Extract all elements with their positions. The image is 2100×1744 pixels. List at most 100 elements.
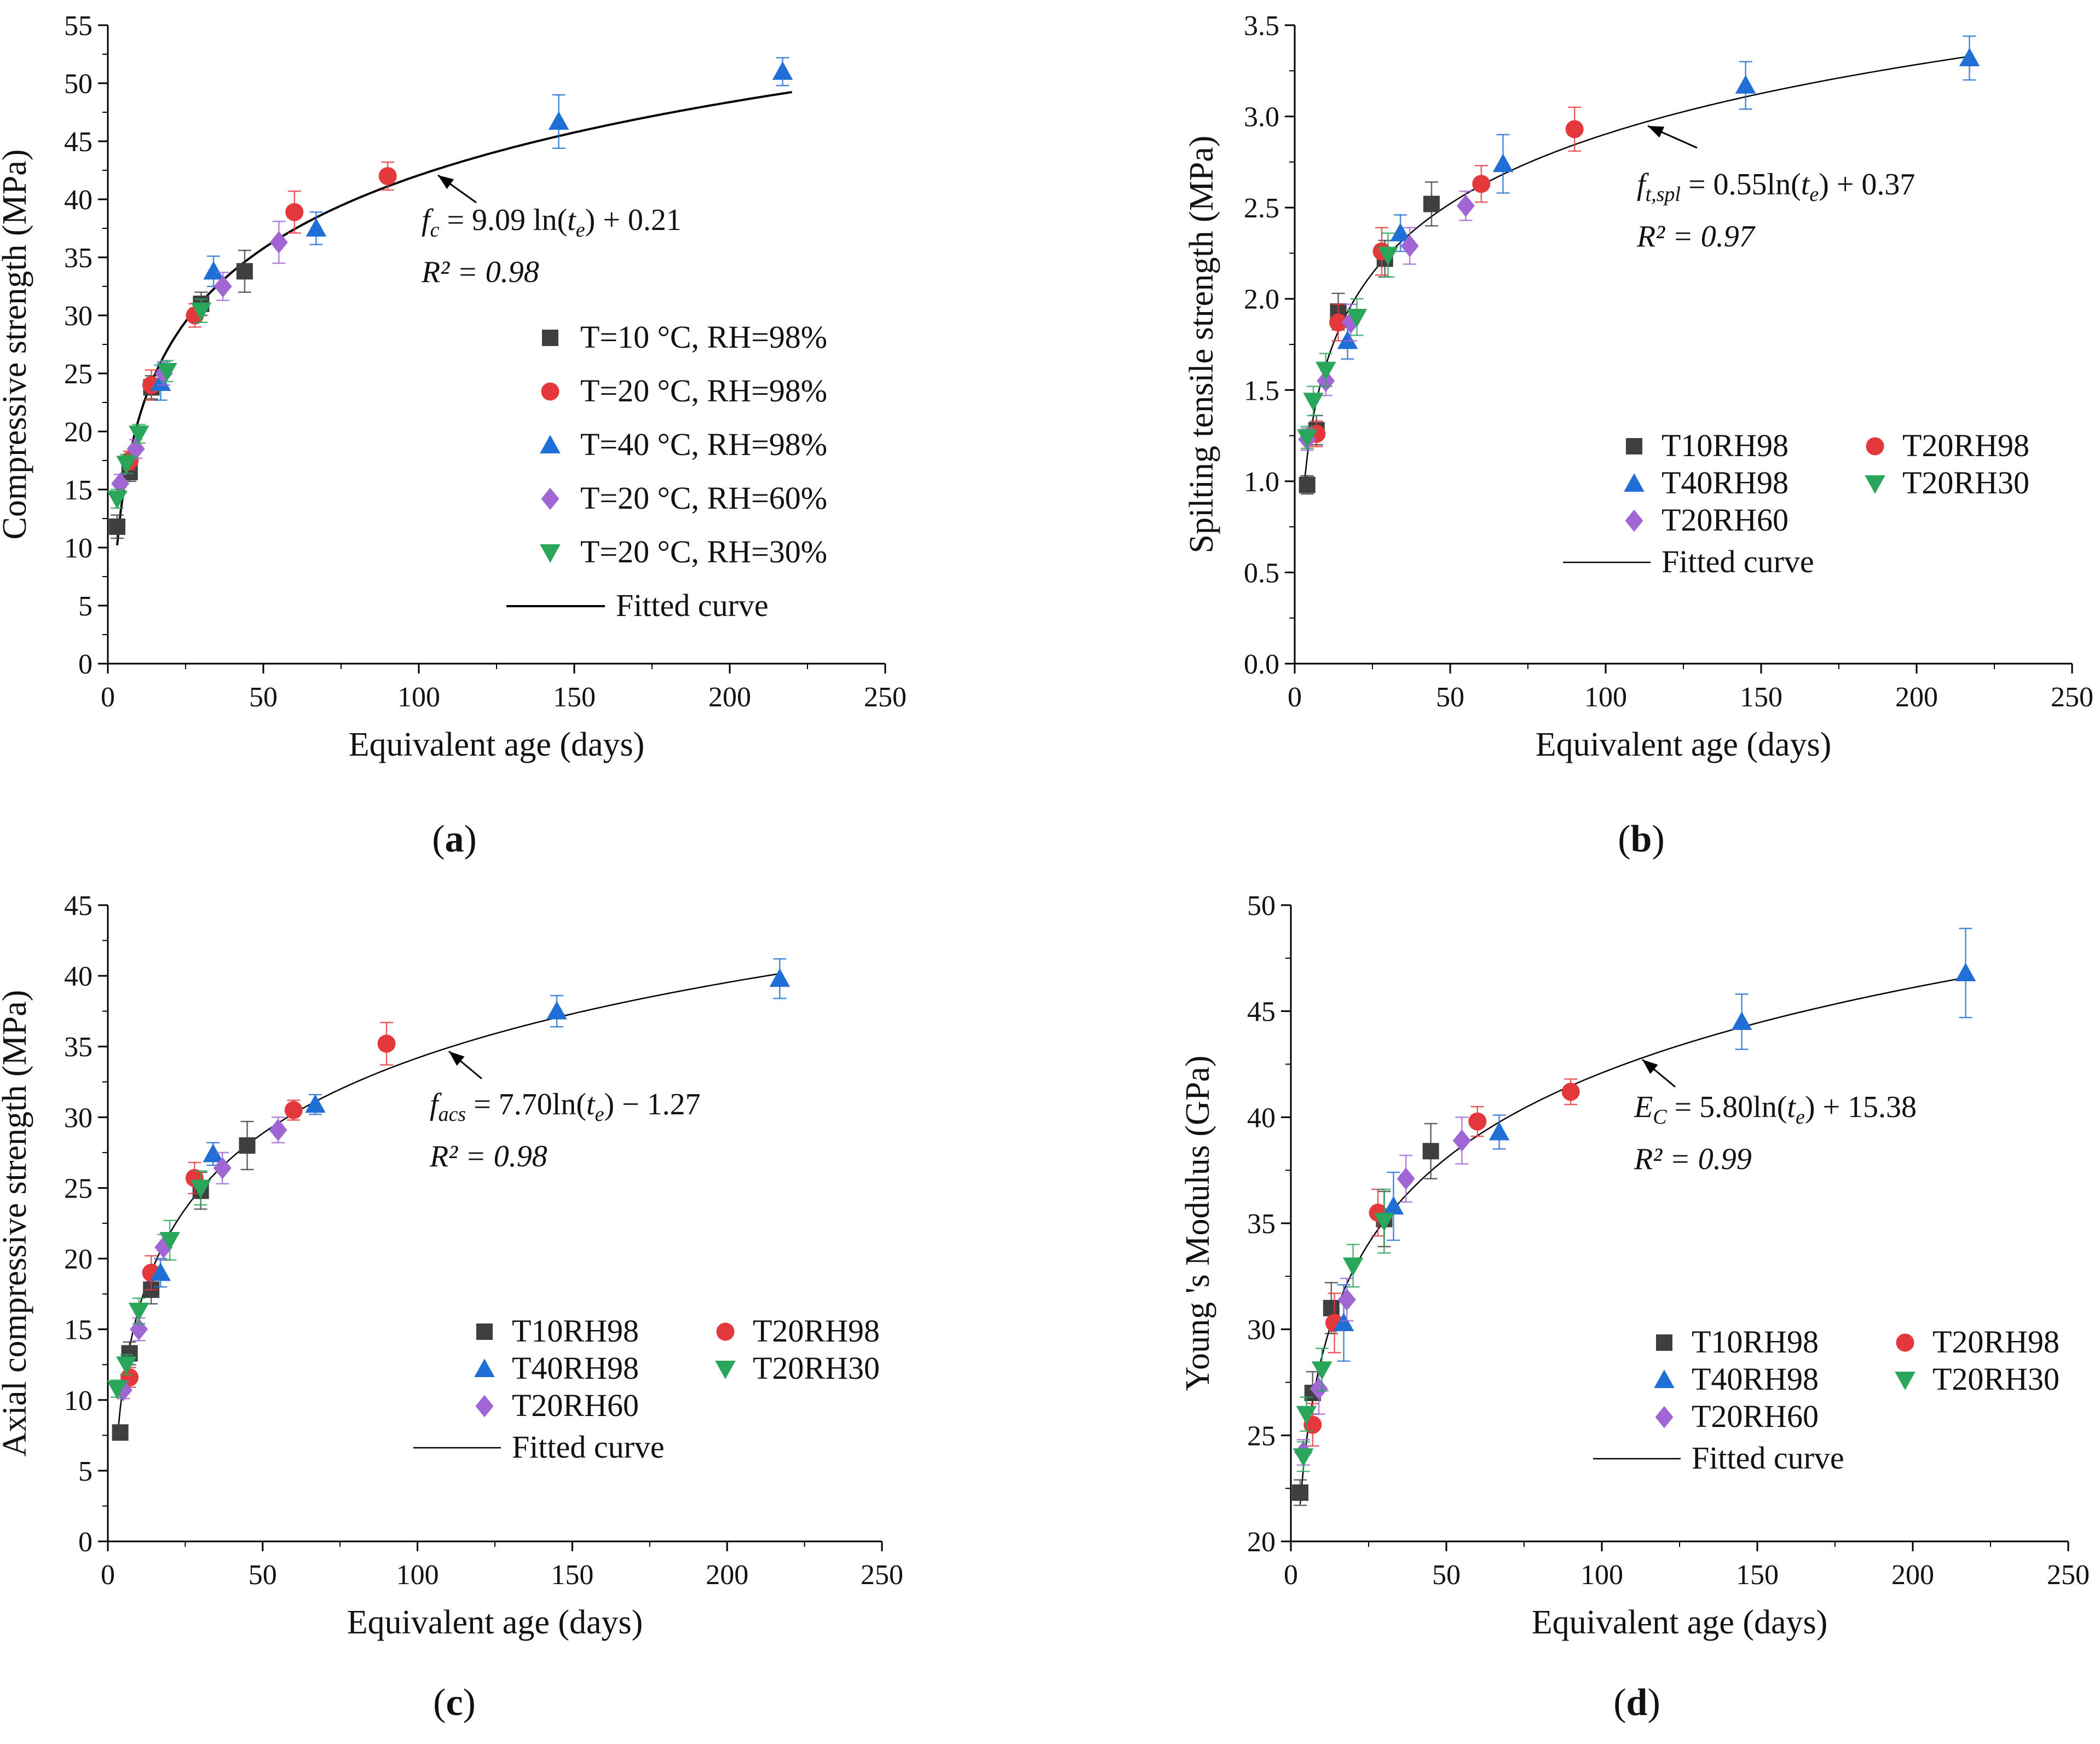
marker-triangle-down bbox=[128, 1303, 149, 1321]
data-point-T20RH30 bbox=[1346, 298, 1368, 336]
x-axis-label: Equivalent age (days) bbox=[347, 1604, 643, 1641]
marker-triangle-down bbox=[1374, 1213, 1395, 1231]
marker-diamond bbox=[269, 231, 288, 254]
legend-marker bbox=[716, 1322, 735, 1341]
x-tick-label: 0 bbox=[1288, 682, 1302, 713]
marker-triangle bbox=[1959, 48, 1980, 66]
marker-square bbox=[1423, 195, 1440, 212]
marker-triangle-down bbox=[116, 456, 137, 475]
legend-label: T=20 °C, RH=60% bbox=[580, 480, 827, 516]
fitted-curve bbox=[1299, 977, 1966, 1505]
marker-triangle bbox=[1955, 963, 1976, 981]
marker-triangle bbox=[203, 1143, 224, 1162]
data-point-T10RH98 bbox=[1422, 1123, 1439, 1179]
y-tick-label: 5 bbox=[78, 1456, 93, 1487]
data-point-T20RH30 bbox=[116, 1354, 137, 1375]
chart-panel-a: 0 50 100 150 200 250 0 5 10 15 20 25 30 35 40 45 50 55 Equ… bbox=[0, 10, 907, 860]
x-axis-label: Equivalent age (days) bbox=[1532, 1604, 1828, 1641]
legend-marker bbox=[541, 487, 559, 510]
marker-triangle-down bbox=[1346, 309, 1368, 327]
marker-triangle bbox=[769, 968, 791, 987]
data-point-T20RH98 bbox=[1472, 165, 1491, 203]
marker-square bbox=[1422, 1143, 1439, 1160]
marker-diamond bbox=[1456, 194, 1475, 217]
data-point-T20RH30 bbox=[1296, 425, 1318, 450]
data-point-T20RH30 bbox=[128, 1297, 149, 1325]
marker-triangle-down bbox=[1303, 393, 1324, 412]
data-point-T20RH30 bbox=[1293, 1441, 1314, 1472]
x-axis-label: Equivalent age (days) bbox=[349, 726, 645, 763]
legend-label: T20RH30 bbox=[1932, 1361, 2059, 1397]
y-tick-label: 30 bbox=[64, 301, 93, 332]
marker-circle bbox=[1565, 120, 1584, 139]
marker-triangle-down bbox=[191, 302, 212, 321]
y-tick-label: 0 bbox=[78, 649, 93, 680]
data-point-T20RH98 bbox=[284, 1100, 303, 1121]
legend-label: T20RH98 bbox=[753, 1313, 880, 1349]
data-point-T20RH30 bbox=[1296, 1396, 1317, 1432]
data-point-T10RH98 bbox=[1423, 181, 1440, 227]
fitted-curve bbox=[116, 972, 780, 1440]
x-tick-label: 0 bbox=[1284, 1559, 1298, 1591]
legend-marker bbox=[1896, 1333, 1914, 1352]
marker-triangle bbox=[546, 1000, 567, 1020]
y-tick-label: 45 bbox=[64, 890, 93, 922]
marker-triangle-down bbox=[1296, 429, 1318, 448]
legend-label: T20RH30 bbox=[753, 1350, 880, 1386]
y-tick-label: 25 bbox=[1247, 1420, 1276, 1452]
marker-circle bbox=[378, 167, 397, 186]
marker-circle bbox=[377, 1034, 396, 1053]
marker-diamond bbox=[1309, 1377, 1328, 1400]
legend-label: T=20 °C, RH=98% bbox=[580, 373, 827, 408]
data-point-T20RH30 bbox=[191, 298, 212, 323]
equation-arrow-head bbox=[1642, 1060, 1658, 1074]
y-axis-label: Young 's Modulus (GPa) bbox=[1179, 1056, 1216, 1391]
data-point-T20RH30 bbox=[190, 1170, 211, 1206]
y-tick-label: 5 bbox=[78, 591, 93, 622]
legend-marker bbox=[540, 435, 561, 453]
legend-marker bbox=[476, 1323, 493, 1340]
data-point-T10RH98 bbox=[109, 514, 126, 539]
marker-triangle-down bbox=[159, 1231, 180, 1251]
y-tick-label: 50 bbox=[64, 68, 93, 100]
legend-label: T10RH98 bbox=[512, 1313, 639, 1349]
r-squared: R² = 0.98 bbox=[429, 1139, 547, 1173]
y-tick-label: 45 bbox=[64, 126, 93, 158]
data-point-T20RH60 bbox=[1452, 1116, 1471, 1165]
legend-marker bbox=[1895, 1372, 1916, 1390]
data-point-T20RH30 bbox=[1303, 385, 1324, 417]
legend-label: T=20 °C, RH=30% bbox=[580, 534, 827, 569]
legend-label: Fitted curve bbox=[1692, 1440, 1844, 1476]
marker-square bbox=[1292, 1484, 1309, 1501]
x-tick-label: 250 bbox=[864, 682, 907, 713]
data-point-T40RH98 bbox=[150, 1258, 171, 1288]
y-axis-label: Axial compressive strength (MPa) bbox=[0, 990, 33, 1457]
data-point-T20RH60 bbox=[269, 1116, 287, 1144]
legend-label: T20RH98 bbox=[1902, 428, 2029, 463]
marker-triangle-down bbox=[1312, 1361, 1332, 1380]
equation-arrow-head bbox=[438, 175, 454, 189]
legend-label: Fitted curve bbox=[616, 588, 769, 623]
marker-triangle bbox=[1731, 1011, 1752, 1031]
chart-panel-d: 0 50 100 150 200 250 20 25 30 35 40 45 50 Equivalent … bbox=[1179, 890, 2090, 1724]
chart-panel-c: 0 50 100 150 200 250 0 5 10 15 20 25 30 35 40 45 Equival… bbox=[0, 890, 903, 1724]
data-point-T40RH98 bbox=[1959, 35, 1980, 81]
data-point-T40RH98 bbox=[1731, 993, 1752, 1050]
r-squared: R² = 0.97 bbox=[1636, 220, 1756, 254]
fit-equation: fc = 9.09 ln(te) + 0.21 bbox=[422, 203, 682, 241]
legend-label: T10RH98 bbox=[1692, 1324, 1819, 1360]
data-point-T20RH30 bbox=[1374, 1188, 1395, 1254]
marker-triangle bbox=[1735, 75, 1756, 94]
legend-marker bbox=[1625, 509, 1643, 532]
data-point-T40RH98 bbox=[305, 1093, 326, 1115]
y-tick-label: 30 bbox=[1247, 1315, 1276, 1346]
x-tick-label: 100 bbox=[1580, 1559, 1623, 1591]
data-point-T20RH30 bbox=[1312, 1348, 1332, 1392]
marker-triangle bbox=[305, 218, 327, 237]
marker-triangle-down bbox=[107, 1380, 128, 1399]
y-tick-label: 1.5 bbox=[1244, 375, 1279, 406]
data-point-T10RH98 bbox=[1299, 475, 1316, 495]
data-point-T20RH60 bbox=[1400, 227, 1419, 265]
data-point-T20RH98 bbox=[285, 190, 304, 234]
marker-triangle bbox=[305, 1094, 326, 1113]
